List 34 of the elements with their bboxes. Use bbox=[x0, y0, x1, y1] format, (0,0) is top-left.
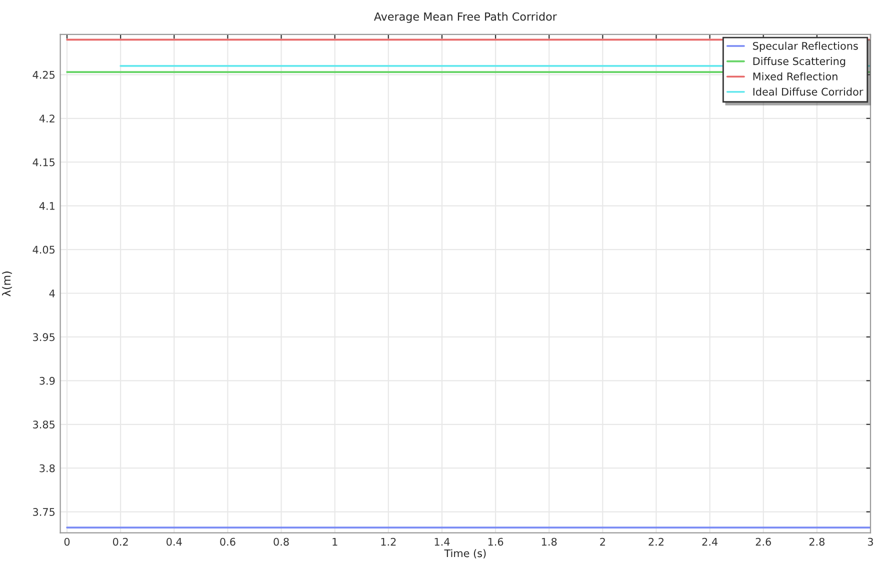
x-tick-label: 2.2 bbox=[648, 538, 664, 546]
y-tick-label: 4.25 bbox=[32, 70, 55, 79]
y-tick-label: 3.95 bbox=[33, 333, 55, 342]
y-tick-label: 3.85 bbox=[33, 420, 55, 428]
x-tick-label: 3 bbox=[868, 538, 873, 546]
x-tick-label: 1.4 bbox=[434, 538, 450, 546]
y-tick-label: 4.05 bbox=[32, 246, 55, 254]
x-tick-label: 1 bbox=[332, 538, 338, 546]
x-tick-label: 0 bbox=[64, 538, 70, 546]
x-tick-label: 1.8 bbox=[542, 538, 557, 546]
x-tick-label: 1.2 bbox=[381, 538, 396, 546]
y-tick-label: 4.15 bbox=[32, 158, 55, 166]
x-tick-label: 0.4 bbox=[166, 538, 182, 546]
x-tick-label: 2.6 bbox=[756, 538, 771, 546]
chart-title: Average Mean Free Path Corridor bbox=[374, 12, 557, 23]
legend-label: Diffuse Scattering bbox=[753, 57, 846, 68]
y-tick-label: 3.75 bbox=[33, 508, 55, 516]
legend-label: Ideal Diffuse Corridor bbox=[753, 88, 864, 96]
x-axis-title: Time (s) bbox=[444, 549, 486, 558]
x-tick-label: 2.4 bbox=[702, 538, 718, 546]
x-tick-label: 0.8 bbox=[274, 538, 289, 546]
y-tick-label: 4.1 bbox=[39, 202, 54, 210]
legend-label: Mixed Reflection bbox=[753, 72, 838, 80]
y-tick-label: 4.2 bbox=[39, 114, 54, 122]
y-tick-label: 3.8 bbox=[40, 464, 55, 472]
x-tick-label: 1.6 bbox=[488, 538, 504, 546]
y-tick-label: 4 bbox=[49, 290, 55, 298]
x-tick-label: 2 bbox=[600, 538, 605, 546]
x-tick-label: 2.8 bbox=[809, 538, 825, 546]
x-tick-label: 0.6 bbox=[220, 538, 236, 546]
y-axis-title: λ(m) bbox=[2, 272, 12, 296]
x-tick-label: 0.2 bbox=[112, 538, 128, 546]
y-tick-label: 3.9 bbox=[40, 376, 55, 385]
legend-label: Specular Reflections bbox=[753, 42, 858, 52]
